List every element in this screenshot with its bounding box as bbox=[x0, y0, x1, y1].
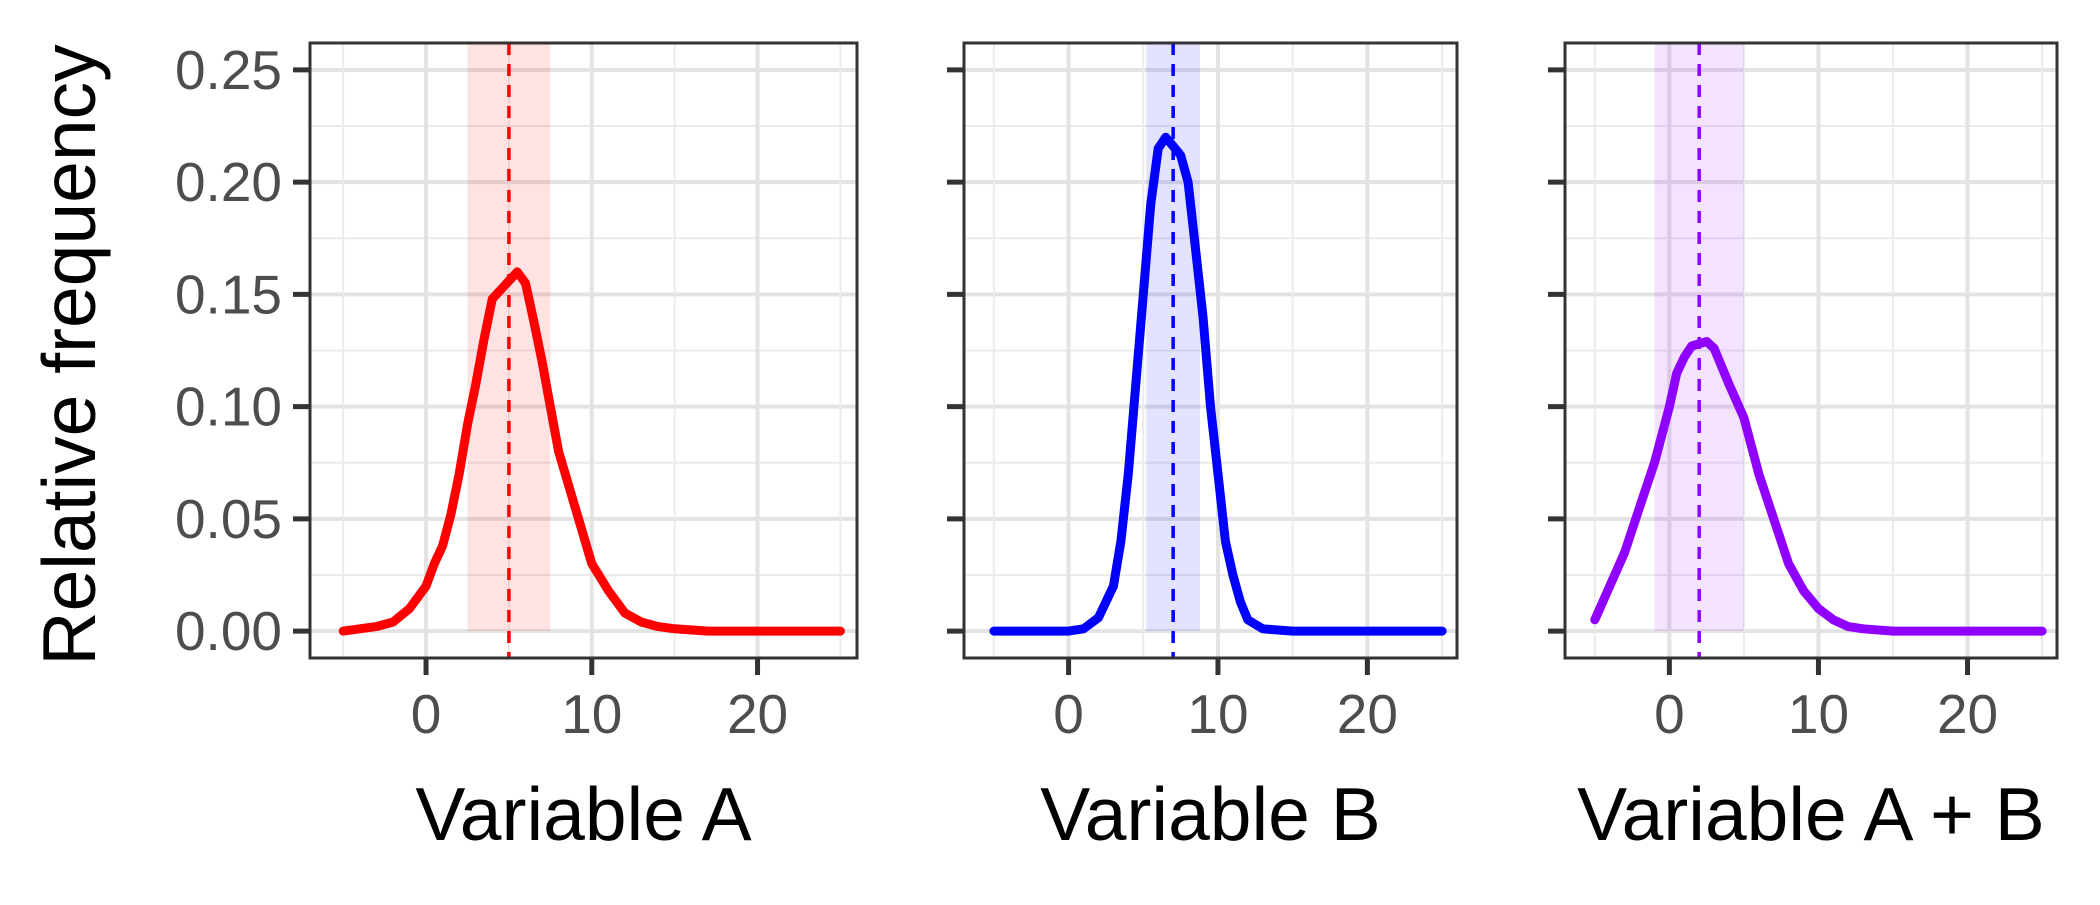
x-tick-label: 0 bbox=[411, 683, 442, 745]
panel-1: 0.00 0.05 0.10 0.15 0.20 0.25 0 10 20 Variable A bbox=[175, 39, 859, 856]
y-tick-label: 0.15 bbox=[175, 263, 282, 325]
y-tick-label: 0.25 bbox=[175, 39, 282, 101]
y-tick-label: 0.05 bbox=[175, 488, 282, 550]
x-tick-label: 20 bbox=[727, 683, 788, 745]
panel-3: 0 10 20 Variable A + B bbox=[1548, 41, 2059, 856]
density-curve bbox=[1590, 337, 2047, 636]
density-curve bbox=[338, 267, 845, 636]
y-tick-label: 0.10 bbox=[175, 376, 282, 438]
density-curve bbox=[989, 132, 1447, 636]
x-tick-label: 10 bbox=[1187, 683, 1248, 745]
y-tick-label: 0.00 bbox=[175, 600, 282, 662]
x-axis-title: Variable A + B bbox=[1577, 772, 2045, 856]
y-axis-title: Relative frequency bbox=[27, 44, 111, 666]
x-tick-label: 0 bbox=[1654, 683, 1685, 745]
x-tick-label: 20 bbox=[1337, 683, 1398, 745]
y-tick-label: 0.20 bbox=[175, 151, 282, 213]
x-tick-label: 10 bbox=[1788, 683, 1849, 745]
x-axis-title: Variable B bbox=[1040, 772, 1380, 856]
x-tick-label: 10 bbox=[561, 683, 622, 745]
x-axis-title: Variable A bbox=[415, 772, 751, 856]
x-tick-label: 0 bbox=[1053, 683, 1084, 745]
panel-border bbox=[308, 41, 859, 660]
panel-2: 0 10 20 Variable B bbox=[947, 41, 1459, 856]
x-tick-label: 20 bbox=[1937, 683, 1998, 745]
panel-border bbox=[962, 41, 1459, 660]
panel-border bbox=[1563, 41, 2059, 660]
